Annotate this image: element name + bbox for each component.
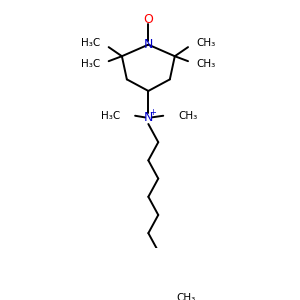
Text: CH₃: CH₃ (176, 293, 196, 300)
Text: H₃C: H₃C (101, 111, 120, 121)
Text: N: N (144, 38, 153, 51)
Text: +: + (149, 108, 156, 117)
Text: CH₃: CH₃ (196, 59, 215, 70)
Text: N: N (144, 111, 153, 124)
Text: O: O (143, 13, 153, 26)
Text: H₃C: H₃C (81, 38, 100, 48)
Text: CH₃: CH₃ (196, 38, 215, 48)
Text: CH₃: CH₃ (178, 111, 197, 121)
Text: H₃C: H₃C (81, 59, 100, 70)
